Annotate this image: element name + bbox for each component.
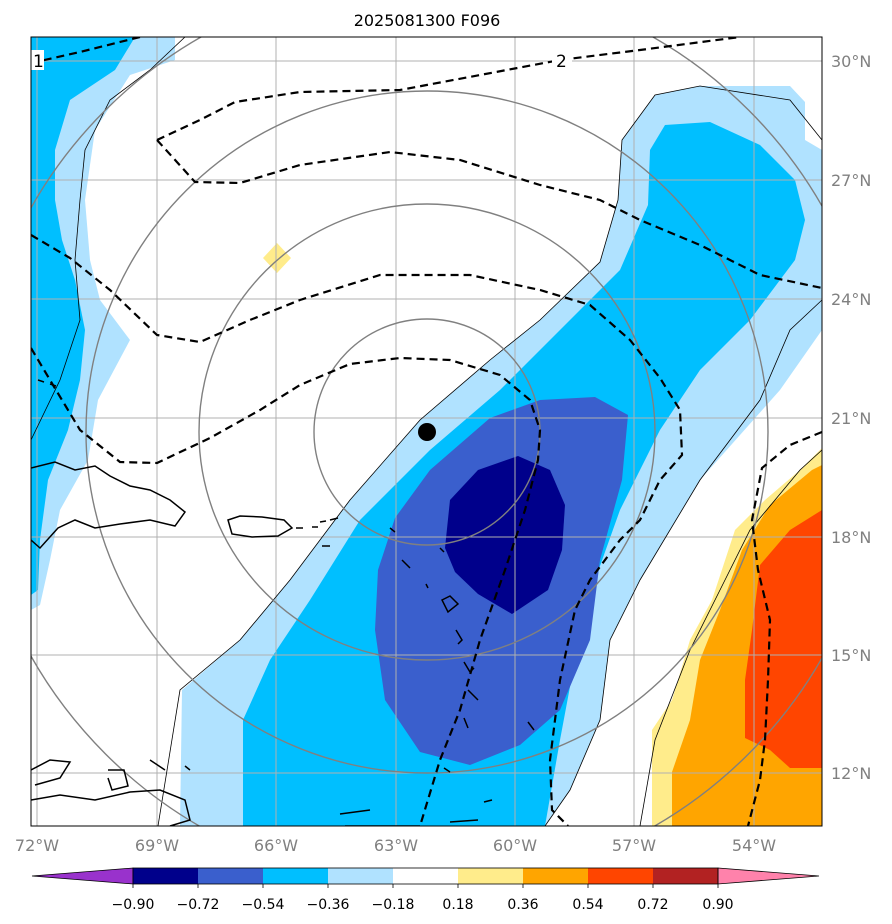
colorbar-outline — [132, 867, 719, 885]
storm-center-dot — [418, 423, 436, 441]
hispaniola-cuba-coast — [31, 461, 187, 550]
lon-tick-66w: 66°W — [254, 836, 298, 855]
colorbar-tick-label: 0.18 — [442, 897, 473, 913]
colorbar-segment — [393, 868, 458, 884]
colorbar: −0.90 −0.72 −0.54 −0.36 −0.18 0.18 0.36 0.54 0.7… — [31, 867, 820, 913]
lon-tick-57w: 57°W — [612, 836, 656, 855]
colorbar-extend-high — [717, 867, 820, 885]
anomaly-outlines — [31, 37, 822, 826]
range-circles — [31, 37, 822, 826]
colorbar-segment — [523, 868, 588, 884]
colorbar-segment — [263, 868, 328, 884]
colorbar-segment — [458, 868, 523, 884]
colorbar-tick-label: −0.18 — [372, 897, 415, 913]
dashed-contours — [31, 37, 822, 826]
map-frame — [30, 36, 823, 827]
map-title: 2025081300 F096 — [354, 11, 501, 30]
colorbar-tick-label: 0.54 — [572, 897, 603, 913]
colorbar-tick-label: −0.72 — [177, 897, 220, 913]
puerto-rico-coast — [227, 515, 294, 538]
lat-tick-18n: 18°N — [831, 528, 871, 547]
lat-tick-labels: 30°N 27°N 24°N 21°N 18°N 15°N 12°N — [831, 52, 871, 783]
colorbar-segment — [653, 868, 718, 884]
lon-tick-60w: 60°W — [493, 836, 537, 855]
colorbar-tick-label: −0.36 — [307, 897, 350, 913]
west-cyan-fill — [31, 37, 135, 595]
colorbar-tick-label: −0.90 — [112, 897, 155, 913]
colorbar-tick-label: 0.90 — [702, 897, 733, 913]
colorbar-segment — [328, 868, 393, 884]
coastlines — [31, 379, 535, 826]
colorbar-tick-label: −0.54 — [242, 897, 285, 913]
lon-tick-labels: 72°W 69°W 66°W 63°W 60°W 57°W 54°W — [15, 836, 776, 855]
lat-tick-24n: 24°N — [831, 290, 871, 309]
small-yellow-patch — [263, 243, 291, 273]
red-fill — [745, 510, 822, 768]
lat-tick-15n: 15°N — [831, 646, 871, 665]
contour-label-2: 2 — [556, 52, 567, 72]
colorbar-tick-label: 0.72 — [637, 897, 668, 913]
lat-tick-21n: 21°N — [831, 409, 871, 428]
lat-tick-27n: 27°N — [831, 171, 871, 190]
navy-fill — [445, 456, 565, 614]
colorbar-segment — [588, 868, 653, 884]
lon-tick-72w: 72°W — [15, 836, 59, 855]
contour-label-1: 1 — [33, 52, 44, 72]
colorbar-tick-label: 0.36 — [507, 897, 538, 913]
lat-tick-12n: 12°N — [831, 764, 871, 783]
map-area: 1 2 — [31, 37, 822, 826]
colorbar-segment — [133, 868, 198, 884]
south-american-coast — [31, 759, 479, 826]
lat-tick-30n: 30°N — [831, 52, 871, 71]
lon-tick-69w: 69°W — [135, 836, 179, 855]
colorbar-extend-low — [31, 867, 134, 885]
lon-tick-54w: 54°W — [732, 836, 776, 855]
lon-tick-63w: 63°W — [374, 836, 418, 855]
colorbar-segment — [198, 868, 263, 884]
